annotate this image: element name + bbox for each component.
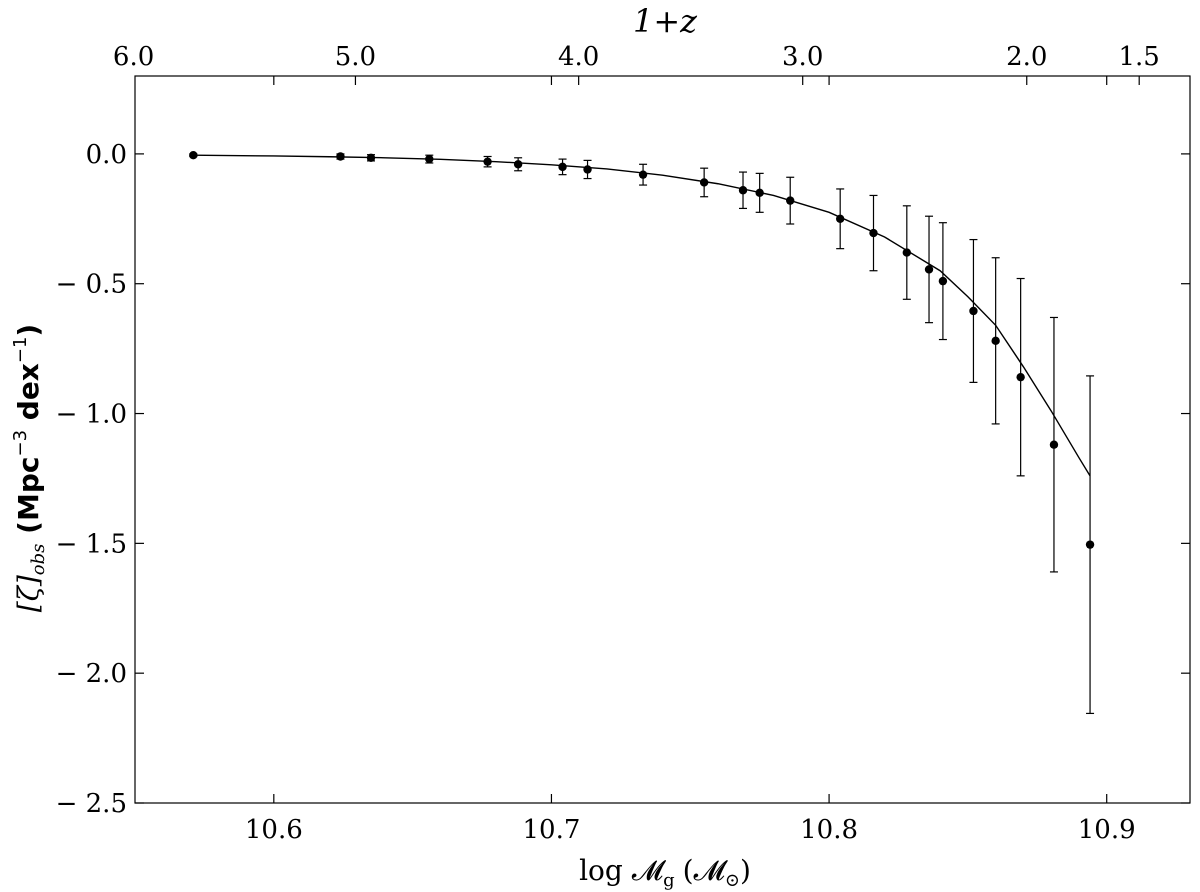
data-point [483,157,492,166]
data-point [835,214,845,224]
x-axis-label-main: log 𝓜 [579,854,667,887]
data-point [924,265,934,274]
data-point [189,150,198,160]
data-point [1049,440,1059,449]
data-point [869,228,878,238]
y-axis-label: [ζ]obs (Mpc−3 dex−1) [10,324,49,612]
data-point [738,186,748,195]
top-tick-label: 2.0 [1006,42,1047,72]
x-tick-label: 10.9 [1078,815,1136,845]
data-point [969,306,978,316]
y-tick-label: − 1.0 [56,400,127,430]
plot-area [134,75,1191,804]
y-axis-label-sub: obs [28,544,49,576]
top-axis-label: 1+z [633,2,698,40]
y-axis-label-sup2: −1 [10,337,31,364]
data-point [699,178,709,187]
y-tick-label: − 2.0 [56,659,127,689]
y-axis-label-bracket: [ζ] [12,575,45,612]
data-point [583,165,592,174]
y-axis-label-close: ) [12,324,45,337]
top-tick-label: 4.0 [558,42,599,72]
x-tick-label: 10.7 [523,815,581,845]
data-point [366,153,376,162]
x-axis-label-close: ) [740,854,751,887]
x-axis-label: log 𝓜g (𝓜⊙) [579,854,751,891]
x-axis-label-paren: (𝓜 [683,854,729,887]
y-tick-label: 0.0 [86,140,127,170]
data-point [425,154,434,164]
axes: 10.6 10.7 10.8 10.9 0.0 − 0.5 − 1.0 − 1.5 − 2.0 −… [56,42,1190,845]
data-point [513,160,523,169]
plot-frame [134,75,1191,804]
top-tick-label: 3.0 [782,42,823,72]
y-tick-label: − 2.5 [56,789,127,819]
data-point [336,152,345,161]
y-tick-label: − 0.5 [56,270,127,300]
x-axis-label-paren-sub: ⊙ [725,870,740,891]
data-point [786,196,795,205]
chart-marks [189,150,1095,715]
x-axis-label-sub: g [663,870,675,891]
fit-curve [193,154,1091,477]
data-point [991,336,1000,346]
x-tick-label: 10.8 [800,815,858,845]
data-point [938,276,948,286]
top-tick-label: 6.0 [113,42,154,72]
top-tick-label: 1.5 [1119,42,1160,72]
y-axis-label-sup1: −3 [10,430,31,457]
x-tick-label: 10.6 [245,815,303,845]
y-tick-label: − 1.5 [56,529,127,559]
data-point [558,162,567,172]
data-point [755,188,764,198]
data-point [1016,372,1025,382]
data-point [638,170,648,179]
data-point [1085,540,1095,549]
top-tick-label: 5.0 [335,42,376,72]
data-point [902,248,912,257]
y-axis-label-unit: (Mpc [12,457,45,544]
y-axis-label-mid: dex [12,363,45,430]
